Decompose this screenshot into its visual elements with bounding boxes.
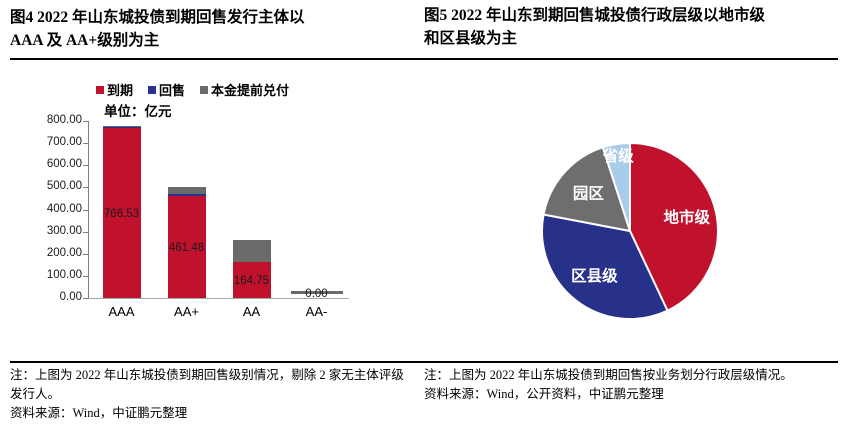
pie-slice-label-park-level: 园区 — [573, 184, 605, 202]
x-axis-label-AAA: AAA — [108, 304, 135, 319]
pie-slice-prefecture-level — [629, 141, 719, 312]
legend-swatch-early-principal-repayment — [200, 85, 209, 94]
bar-segment-put-resale-AA+ — [167, 193, 206, 196]
pie-slice-park-level — [542, 146, 632, 233]
y-axis-tick-mark — [83, 165, 88, 167]
bar-segment-maturity-AA — [232, 261, 271, 298]
y-axis-tick-mark — [83, 209, 88, 211]
y-axis-tick-label: 0.00 — [59, 291, 82, 303]
zero-value-bar-AA- — [290, 291, 343, 294]
y-axis-tick-mark — [83, 143, 88, 145]
figure4-source: 资料来源：Wind，中证鹏元整理 — [10, 406, 188, 420]
bar-chart-legend: 到期 回售 本金提前兑付 — [96, 80, 289, 99]
legend-swatch-maturity — [96, 85, 104, 94]
legend-label-maturity: 到期 — [107, 83, 134, 98]
bar-segment-maturity-AA+ — [167, 195, 206, 298]
x-axis-label-AA+: AA+ — [174, 304, 199, 319]
figure5-title: 图5 2022 年山东到期回售城投债行政层级以地市级 和区县级为主 — [424, 7, 766, 47]
pie-slice-provincial-level — [601, 141, 631, 232]
legend-item-put-resale: 回售 — [148, 80, 185, 99]
figure5-footnote: 注：上图为 2022 年山东城投债到期回售按业务划分行政层级情况。 资料来源：W… — [424, 366, 838, 404]
unit-label: 单位：亿元 — [104, 104, 172, 119]
x-axis-label-AA-: AA- — [305, 304, 328, 319]
figure5-source: 资料来源：Wind，公开资料，中证鹏元整理 — [424, 387, 664, 401]
y-axis-tick-label: 300.00 — [46, 224, 82, 237]
bar-segment-early-principal-repayment-AA+ — [167, 187, 206, 194]
y-axis-tick-label: 200.00 — [46, 246, 82, 259]
y-axis-tick-mark — [83, 275, 88, 277]
y-axis-tick-mark — [83, 253, 88, 255]
bar-data-label-AAA: 766.53 — [103, 208, 140, 221]
bar-data-label-AA+: 461.48 — [168, 241, 205, 254]
y-axis-tick-label: 800.00 — [46, 114, 82, 126]
pie-chart: 地市级区县级 园区 省级 — [530, 131, 730, 331]
bar-data-label-AA: 164.75 — [233, 274, 270, 287]
bar-chart-plot-area: 800.00 700.00 600.00 500.00 400.00 300.00 200.… — [47, 114, 349, 319]
y-axis-tick-mark — [83, 231, 88, 233]
bar-segment-put-resale-AAA — [102, 126, 141, 129]
footnote-separator-line — [10, 361, 838, 363]
y-axis-tick-label: 500.00 — [46, 180, 82, 193]
figure4-note: 注：上图为 2022 年山东城投债到期回售级别情况，剔除 2 家无主体评级发行人… — [10, 368, 404, 401]
y-axis-tick-mark — [83, 298, 88, 299]
legend-item-early-principal-repayment: 本金提前兑付 — [200, 80, 289, 99]
pie-slice-district-county-level — [541, 213, 669, 320]
legend-item-maturity: 到期 — [96, 80, 133, 99]
pie-slice-label-district-county-level: 区县级 — [571, 266, 618, 285]
x-axis-label-AA: AA — [242, 304, 261, 319]
y-axis-tick-mark — [83, 121, 88, 122]
y-axis-tick-label: 700.00 — [46, 136, 82, 149]
legend-label-put-resale: 回售 — [159, 83, 186, 98]
figure4-title: 图4 2022 年山东城投债到期回售发行主体以 AAA 及 AA+级别为主 — [10, 9, 305, 49]
pie-slice-label-prefecture-level: 地市级 — [663, 207, 710, 226]
pie-slice-label-provincial-level: 省级 — [602, 146, 635, 165]
legend-swatch-put-resale — [148, 85, 157, 94]
y-axis-tick-mark — [83, 187, 88, 189]
bar-segment-maturity-AAA — [102, 128, 141, 298]
y-axis-tick-label: 100.00 — [46, 268, 82, 281]
bar-segment-early-principal-repayment-AA — [232, 239, 271, 262]
title-separator-line — [10, 58, 838, 60]
bar-data-label-AA-: 0.00 — [305, 288, 328, 300]
y-axis-tick-label: 600.00 — [46, 158, 82, 171]
figure4-footnote: 注：上图为 2022 年山东城投债到期回售级别情况，剔除 2 家无主体评级发行人… — [10, 366, 408, 423]
y-axis-tick-label: 400.00 — [46, 202, 82, 215]
figure5-note: 注：上图为 2022 年山东城投债到期回售按业务划分行政层级情况。 — [424, 368, 793, 382]
legend-label-early-principal-repayment: 本金提前兑付 — [211, 83, 290, 98]
